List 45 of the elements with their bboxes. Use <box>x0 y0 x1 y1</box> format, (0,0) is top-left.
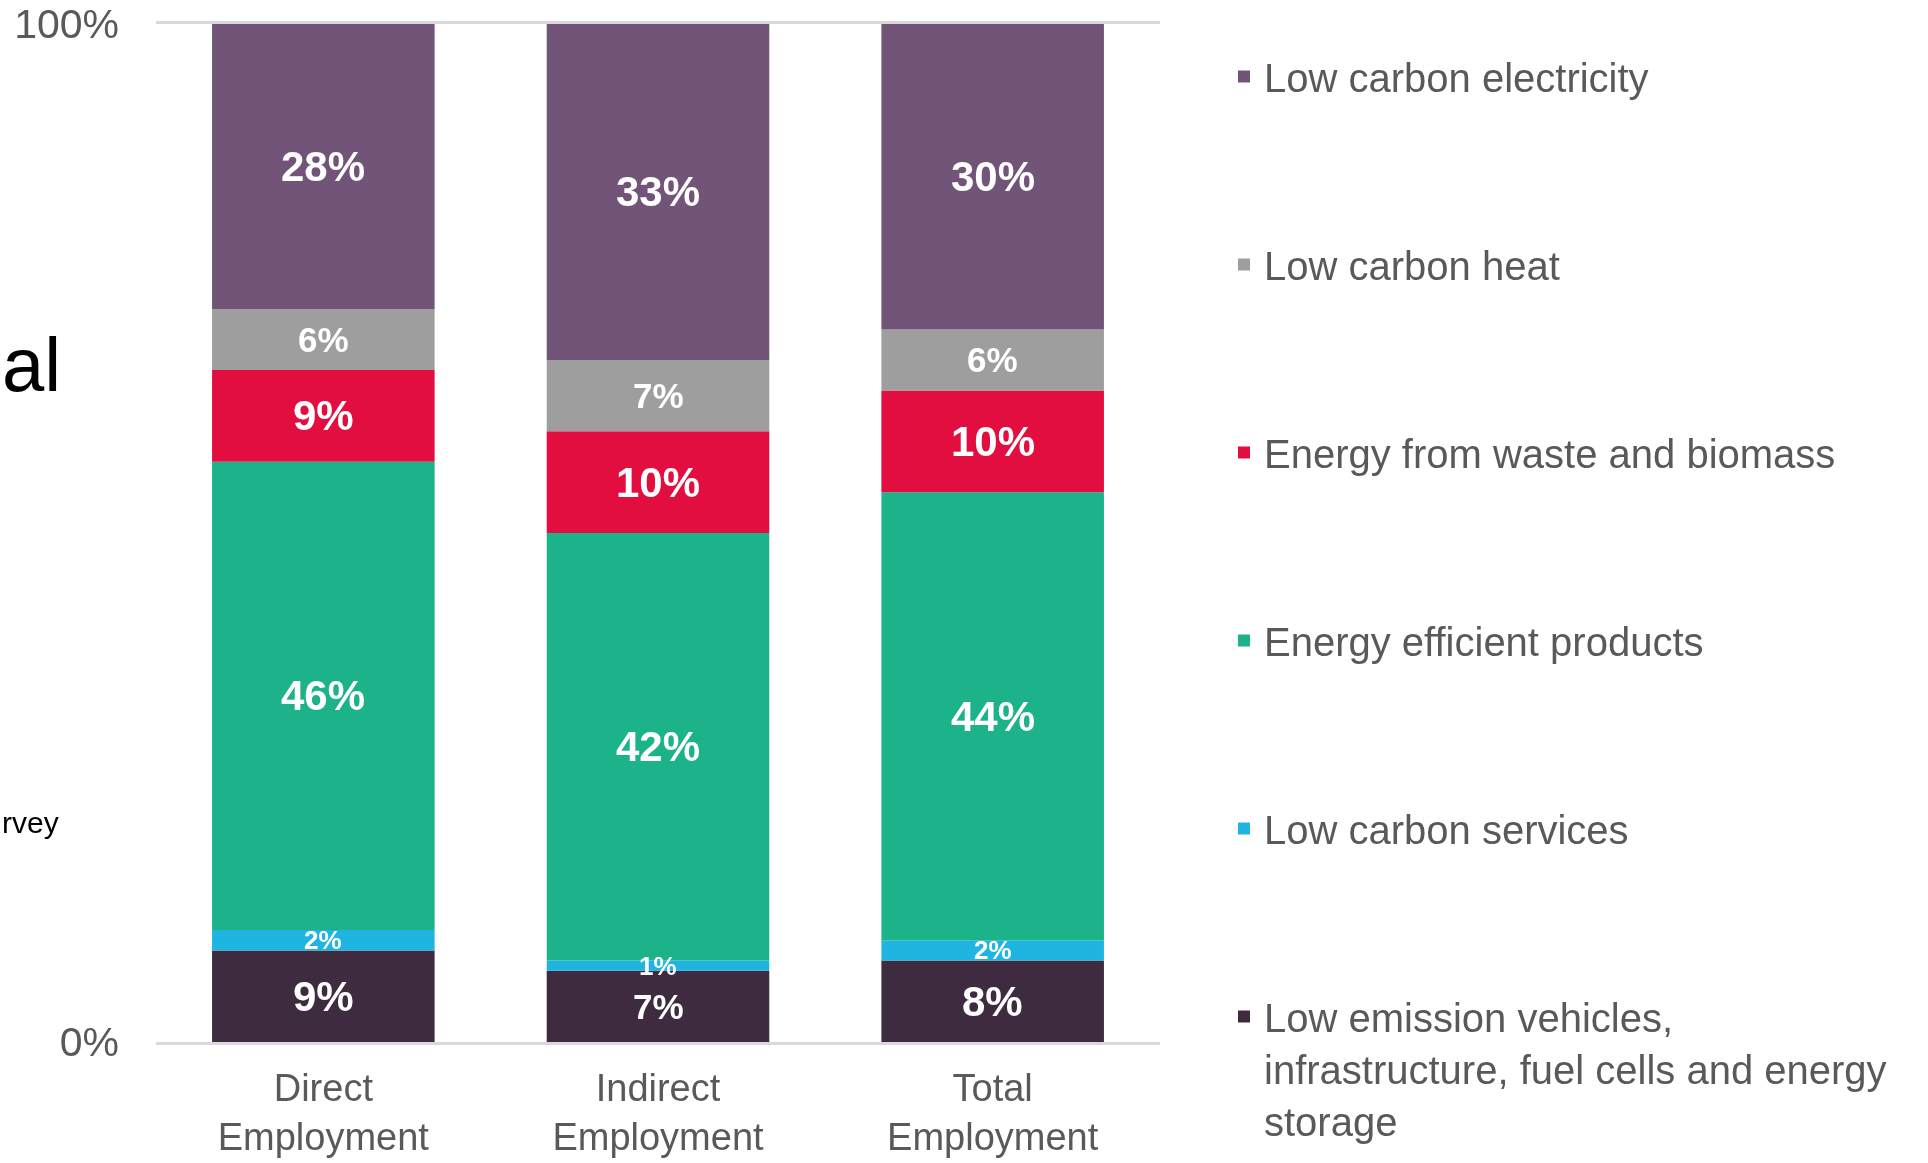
bar <box>881 24 1104 330</box>
data-label: 30% <box>951 153 1036 200</box>
bar <box>546 431 770 533</box>
data-label: 2% <box>304 925 342 955</box>
data-label: 7% <box>633 376 684 415</box>
x-tick-label: Direct Employment <box>217 1066 430 1158</box>
data-label: 33% <box>616 168 701 215</box>
data-label: 42% <box>616 723 701 770</box>
legend-label: Low carbon services <box>1264 808 1629 853</box>
x-tick-label: Indirect Employment <box>552 1066 765 1158</box>
bar <box>881 940 1104 961</box>
bar <box>881 329 1104 391</box>
data-label: 9% <box>293 973 354 1020</box>
x-tick-label: Total Employment <box>887 1066 1099 1158</box>
data-label: 6% <box>298 320 349 359</box>
bar <box>212 930 435 951</box>
bar <box>212 24 435 310</box>
data-label: 7% <box>633 987 684 1026</box>
data-label: 8% <box>962 978 1023 1025</box>
bar <box>881 390 1104 493</box>
data-label: 9% <box>293 392 354 439</box>
legend-label: Low carbon electricity <box>1264 56 1649 101</box>
legend-label: Low carbon heat <box>1264 244 1560 289</box>
bar <box>546 359 770 432</box>
text: al <box>2 322 62 407</box>
bar <box>212 950 435 1042</box>
y-tick-label: 0% <box>59 1019 119 1066</box>
legend-label: Low emission vehicles, infrastructure, fuel cells and energy storage <box>1264 996 1887 1145</box>
legend-label: Energy from waste and biomass <box>1264 432 1836 477</box>
bar <box>212 370 435 462</box>
data-label: 46% <box>281 672 366 719</box>
data-label: 10% <box>951 418 1036 465</box>
text: rvey <box>2 806 59 839</box>
bar <box>212 309 435 371</box>
data-label: 6% <box>967 340 1018 379</box>
bar <box>212 461 435 931</box>
data-label: 2% <box>974 935 1012 965</box>
y-tick-label: 100% <box>14 1 119 48</box>
legend-label: Energy efficient products <box>1264 620 1704 665</box>
data-label: 28% <box>281 143 366 190</box>
bar <box>881 960 1104 1042</box>
data-label: 10% <box>616 459 701 506</box>
bar <box>881 492 1104 941</box>
data-label: 44% <box>951 693 1036 740</box>
bar <box>546 24 770 360</box>
